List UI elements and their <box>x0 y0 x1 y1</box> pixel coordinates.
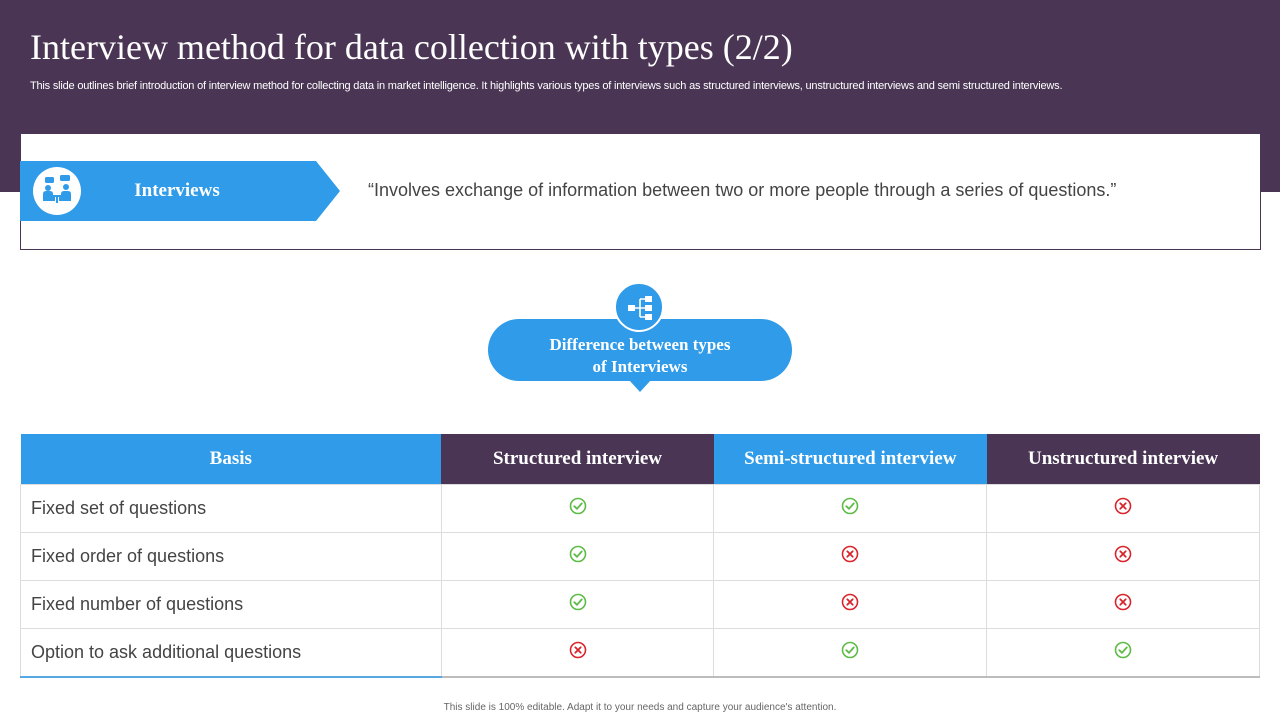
slide-subtitle: This slide outlines brief introduction o… <box>30 80 1063 92</box>
difference-bubble: Difference between types of Interviews <box>488 282 792 402</box>
slide-title: Interview method for data collection wit… <box>30 27 793 67</box>
bubble-tail <box>629 380 651 392</box>
bubble-label: Difference between types of Interviews <box>488 334 792 378</box>
mark-cell <box>986 532 1260 581</box>
basis-cell: Fixed order of questions <box>20 532 442 581</box>
cross-icon <box>569 641 587 664</box>
mark-cell <box>440 532 715 581</box>
mark-cell <box>440 484 715 533</box>
mark-cell <box>986 580 1260 629</box>
table-row: Fixed order of questions <box>20 532 1260 581</box>
check-icon <box>569 593 587 616</box>
basis-cell: Option to ask additional questions <box>20 628 442 678</box>
header-unstructured: Unstructured interview <box>986 434 1260 485</box>
table-row: Fixed number of questions <box>20 580 1260 629</box>
check-icon <box>1114 641 1132 664</box>
cross-icon <box>1114 497 1132 520</box>
check-icon <box>841 497 859 520</box>
mark-cell <box>986 484 1260 533</box>
footer-note: This slide is 100% editable. Adapt it to… <box>443 702 837 713</box>
header-structured: Structured interview <box>441 434 714 485</box>
table-row: Fixed set of questions <box>20 484 1260 533</box>
mark-cell <box>440 580 715 629</box>
cross-icon <box>841 545 859 568</box>
cross-icon <box>1114 593 1132 616</box>
mark-cell <box>986 628 1260 678</box>
header-semi-structured: Semi-structured interview <box>713 434 987 485</box>
check-icon <box>841 641 859 664</box>
interviews-label: Interviews <box>134 180 220 201</box>
mark-cell <box>713 580 988 629</box>
mark-cell <box>440 628 715 678</box>
bubble-label-line-1: Difference between types <box>549 335 731 354</box>
cross-icon <box>1114 545 1132 568</box>
bubble-label-line-2: of Interviews <box>592 357 688 376</box>
banner-arrow-shape <box>20 161 340 221</box>
check-icon <box>569 545 587 568</box>
interviews-banner: Interviews <box>20 161 340 221</box>
check-icon <box>569 497 587 520</box>
mark-cell <box>713 484 988 533</box>
mark-cell <box>713 628 988 678</box>
comparison-table: Basis Structured interview Semi-structur… <box>20 434 1260 678</box>
header-basis: Basis <box>20 434 442 485</box>
interview-people-icon <box>33 167 81 215</box>
basis-cell: Fixed number of questions <box>20 580 442 629</box>
hierarchy-icon <box>614 282 664 332</box>
cross-icon <box>841 593 859 616</box>
table-header-row: Basis Structured interview Semi-structur… <box>20 434 1260 485</box>
table-row: Option to ask additional questions <box>20 628 1260 678</box>
definition-quote: “Involves exchange of information betwee… <box>368 180 1117 200</box>
mark-cell <box>713 532 988 581</box>
basis-cell: Fixed set of questions <box>20 484 442 533</box>
